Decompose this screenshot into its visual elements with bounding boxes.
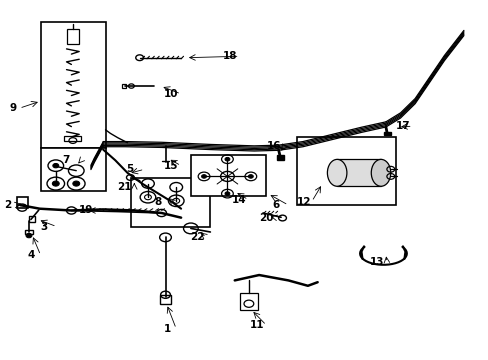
Text: 13: 13 bbox=[369, 257, 384, 267]
Bar bbox=[64, 136, 81, 141]
Text: 10: 10 bbox=[163, 89, 178, 99]
Text: 8: 8 bbox=[154, 197, 161, 207]
Circle shape bbox=[224, 157, 229, 161]
Bar bbox=[41, 148, 105, 191]
Circle shape bbox=[53, 163, 59, 168]
Circle shape bbox=[52, 181, 59, 186]
Bar bbox=[336, 159, 380, 186]
Text: 20: 20 bbox=[259, 213, 273, 222]
Text: 1: 1 bbox=[163, 324, 171, 334]
Bar bbox=[66, 30, 79, 44]
Bar bbox=[239, 293, 258, 310]
Ellipse shape bbox=[327, 159, 346, 186]
Text: 5: 5 bbox=[126, 164, 134, 174]
Bar bbox=[25, 230, 33, 234]
Text: 16: 16 bbox=[266, 141, 281, 151]
Text: 9: 9 bbox=[9, 103, 16, 113]
Bar bbox=[41, 22, 105, 148]
Text: 22: 22 bbox=[189, 232, 204, 242]
Text: 14: 14 bbox=[231, 195, 245, 205]
Bar bbox=[297, 137, 395, 205]
Text: 4: 4 bbox=[27, 250, 35, 260]
Bar bbox=[131, 178, 210, 226]
Text: 21: 21 bbox=[117, 182, 131, 192]
Circle shape bbox=[248, 175, 253, 178]
Bar bbox=[17, 197, 27, 208]
Text: 7: 7 bbox=[62, 155, 70, 165]
Circle shape bbox=[201, 175, 206, 178]
Text: 3: 3 bbox=[41, 222, 48, 231]
Bar bbox=[190, 155, 266, 196]
Bar bbox=[29, 216, 35, 222]
Text: 17: 17 bbox=[395, 121, 409, 131]
Text: 12: 12 bbox=[297, 197, 311, 207]
Bar bbox=[122, 84, 126, 88]
Text: 15: 15 bbox=[163, 161, 178, 171]
Text: 19: 19 bbox=[79, 206, 93, 216]
Circle shape bbox=[26, 233, 32, 238]
Bar bbox=[383, 132, 390, 135]
Text: 2: 2 bbox=[4, 200, 11, 210]
Circle shape bbox=[73, 181, 80, 186]
Text: 18: 18 bbox=[222, 51, 237, 61]
Bar bbox=[159, 295, 171, 304]
Text: 6: 6 bbox=[272, 200, 280, 210]
Bar bbox=[276, 155, 284, 159]
Ellipse shape bbox=[370, 159, 390, 186]
Circle shape bbox=[224, 192, 229, 195]
Text: 11: 11 bbox=[249, 320, 264, 330]
